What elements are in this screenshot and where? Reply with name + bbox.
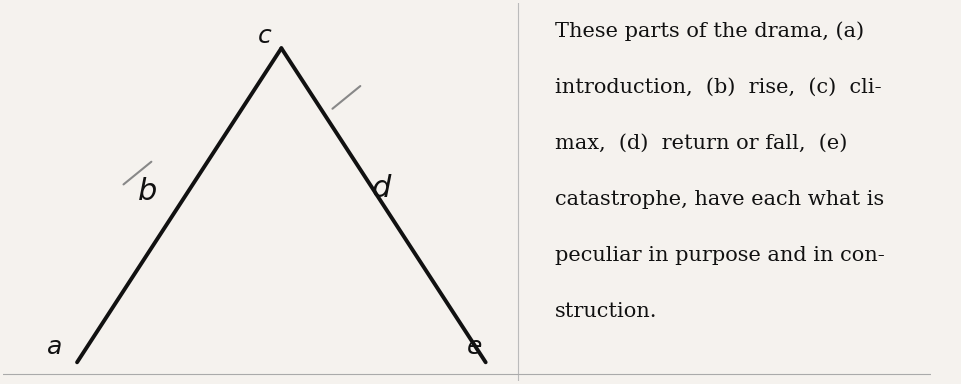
Text: $\mathit{b}$: $\mathit{b}$	[136, 177, 157, 207]
Text: These parts of the drama, (a): These parts of the drama, (a)	[554, 22, 864, 41]
Text: $\mathit{d}$: $\mathit{d}$	[371, 173, 392, 204]
Text: $\mathit{c}$: $\mathit{c}$	[257, 25, 272, 48]
Text: $\mathit{a}$: $\mathit{a}$	[46, 336, 62, 359]
Text: introduction,  (b)  rise,  (c)  cli-: introduction, (b) rise, (c) cli-	[554, 78, 881, 97]
Text: $\mathit{e}$: $\mathit{e}$	[466, 336, 482, 359]
Text: catastrophe, have each what is: catastrophe, have each what is	[554, 190, 884, 209]
Text: struction.: struction.	[554, 302, 657, 321]
Text: peculiar in purpose and in con-: peculiar in purpose and in con-	[554, 246, 884, 265]
Text: max,  (d)  return or fall,  (e): max, (d) return or fall, (e)	[554, 134, 847, 153]
